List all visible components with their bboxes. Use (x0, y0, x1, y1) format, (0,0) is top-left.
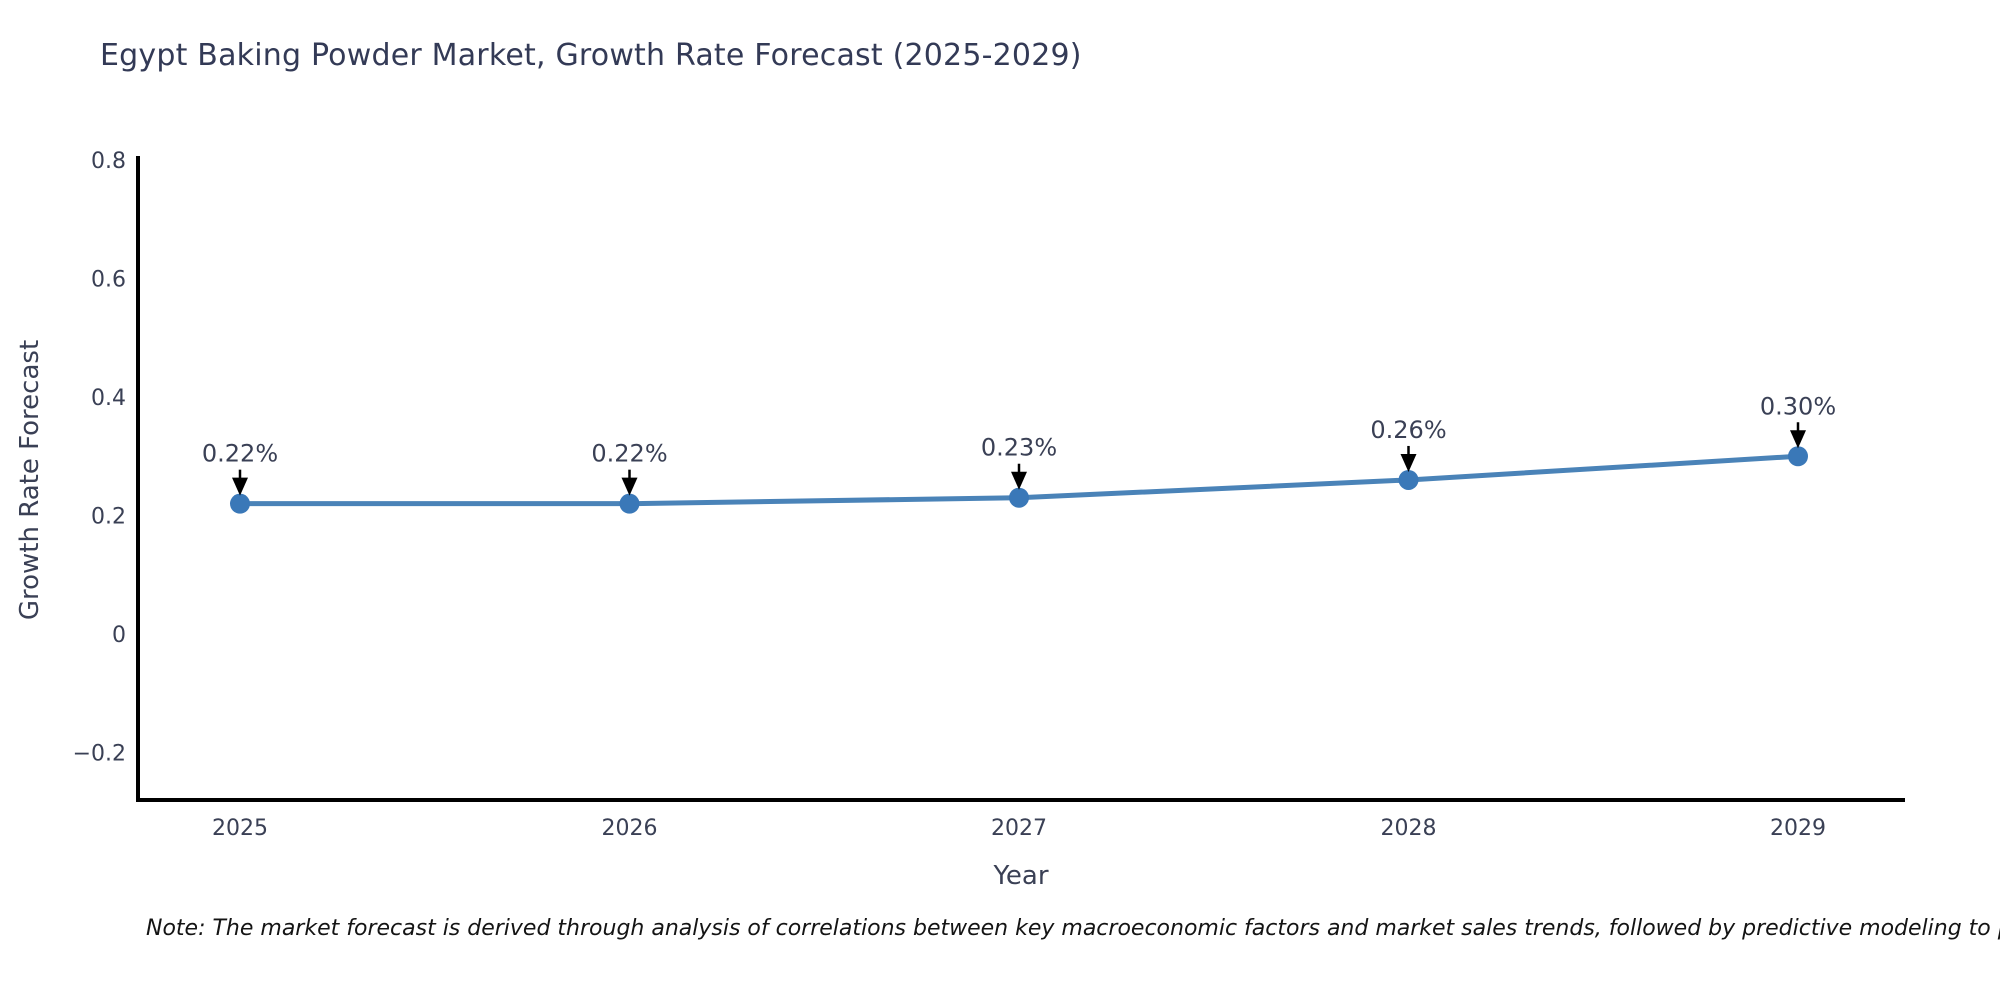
data-point-marker (230, 493, 250, 514)
annotation-arrowhead-icon (1790, 430, 1806, 449)
point-value-label: 0.23% (981, 434, 1057, 462)
x-tick-label: 2027 (991, 816, 1047, 841)
x-tick-label: 2028 (1381, 816, 1437, 841)
y-tick-label: 0.8 (91, 149, 126, 174)
y-tick-label: 0.4 (91, 386, 126, 411)
data-point-marker (1398, 469, 1419, 490)
y-tick-label: −0.2 (73, 742, 126, 767)
annotation-arrowhead-icon (621, 477, 638, 496)
x-tick-label: 2026 (602, 816, 658, 841)
y-axis-title: Growth Rate Forecast (15, 340, 45, 620)
point-annotations: 0.22% 0.22% 0.23% 0.26% 0.30% (202, 392, 1836, 496)
annotation-arrowhead-icon (1400, 453, 1417, 472)
chart-footnote: Note: The market forecast is derived thr… (146, 916, 2000, 941)
chart-title: Egypt Baking Powder Market, Growth Rate … (100, 38, 1082, 73)
x-axis-tick-labels: 2025 2026 2027 2028 2029 (212, 816, 1826, 841)
y-tick-label: 0.2 (91, 505, 126, 530)
annotation-arrowhead-icon (232, 477, 248, 496)
data-point-marker (1009, 487, 1029, 508)
y-tick-label: 0 (112, 623, 126, 648)
y-tick-label: 0.6 (91, 268, 126, 293)
data-series (230, 446, 1808, 514)
point-value-label: 0.22% (202, 440, 278, 468)
x-axis-title: Year (992, 861, 1048, 891)
point-value-label: 0.22% (591, 440, 667, 468)
annotation-arrowhead-icon (1011, 471, 1027, 490)
x-tick-label: 2025 (212, 816, 268, 841)
point-value-label: 0.30% (1760, 392, 1836, 420)
data-point-marker (1788, 446, 1808, 467)
point-value-label: 0.26% (1370, 416, 1446, 444)
x-tick-label: 2029 (1770, 816, 1826, 841)
y-axis-tick-labels: −0.2 0 0.2 0.4 0.6 0.8 (73, 149, 126, 767)
data-point-marker (619, 493, 640, 514)
